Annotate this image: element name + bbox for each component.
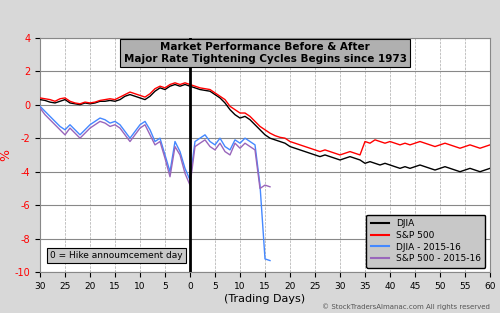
Legend: DJIA, S&P 500, DJIA - 2015-16, S&P 500 - 2015-16: DJIA, S&P 500, DJIA - 2015-16, S&P 500 -…: [366, 215, 486, 268]
Text: © StockTradersAlmanac.com All rights reserved: © StockTradersAlmanac.com All rights res…: [322, 303, 490, 310]
Text: 0 = Hike annoumcement day: 0 = Hike annoumcement day: [50, 251, 182, 260]
X-axis label: (Trading Days): (Trading Days): [224, 294, 306, 304]
Y-axis label: %: %: [0, 149, 12, 161]
Text: Market Performance Before & After
Major Rate Tightening Cycles Begins since 1973: Market Performance Before & After Major …: [124, 42, 406, 64]
